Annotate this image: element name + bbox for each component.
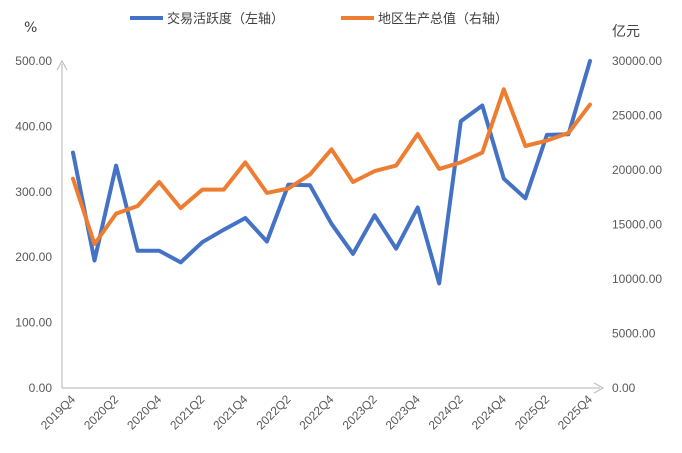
left-tick-label: 400.00 [15,119,52,133]
x-axis-arrow [593,382,605,394]
legend-label-gdp: 地区生产总值（右轴） [378,11,508,27]
series-lines [71,59,592,286]
legend: 交易活跃度（左轴） 地区生产总值（右轴） [130,11,508,27]
x-tick-label: 2019Q4 [38,392,78,432]
x-tick-label: 2020Q4 [124,392,164,432]
series-line-activity [71,59,592,286]
right-tick-label: 15000.00 [612,218,662,232]
left-tick-label: 200.00 [15,250,52,264]
x-tick-label: 2021Q2 [167,392,207,432]
x-tick-label: 2024Q2 [426,392,466,432]
left-axis-tick-labels: 0.00 100.00 200.00 300.00 400.00 500.00 [15,54,52,395]
right-axis-tick-labels: 0.00 5000.00 10000.00 15000.00 20000.00 25000… [612,54,662,395]
right-tick-label: 30000.00 [612,54,662,68]
x-tick-label: 2025Q4 [555,392,595,432]
x-tick-label: 2020Q2 [81,392,121,432]
right-tick-label: 25000.00 [612,109,662,123]
x-tick-label: 2023Q4 [383,392,423,432]
x-tick-label: 2021Q4 [210,392,250,432]
x-axis-tick-labels: 2019Q4 2020Q2 2020Q4 2021Q2 2021Q4 2022Q2 2022… [38,392,595,432]
right-tick-label: 0.00 [612,381,636,395]
x-tick-label: 2023Q2 [340,392,380,432]
left-tick-label: 300.00 [15,185,52,199]
legend-label-activity: 交易活跃度（左轴） [167,11,284,27]
x-tick-label: 2022Q4 [297,392,337,432]
left-tick-label: 500.00 [15,54,52,68]
x-tick-label: 2022Q2 [253,392,293,432]
right-unit-label: 亿元 [612,24,640,40]
left-tick-label: 0.00 [29,381,53,395]
left-tick-label: 100.00 [15,316,52,330]
x-tick-label: 2024Q4 [469,392,509,432]
series-line-gdp [71,87,592,247]
axes [56,59,605,394]
right-tick-label: 20000.00 [612,163,662,177]
right-tick-label: 5000.00 [612,327,656,341]
x-tick-label: 2025Q2 [512,392,552,432]
left-axis-arrow [56,59,68,71]
right-tick-label: 10000.00 [612,272,662,286]
left-unit-label: % [24,20,37,36]
